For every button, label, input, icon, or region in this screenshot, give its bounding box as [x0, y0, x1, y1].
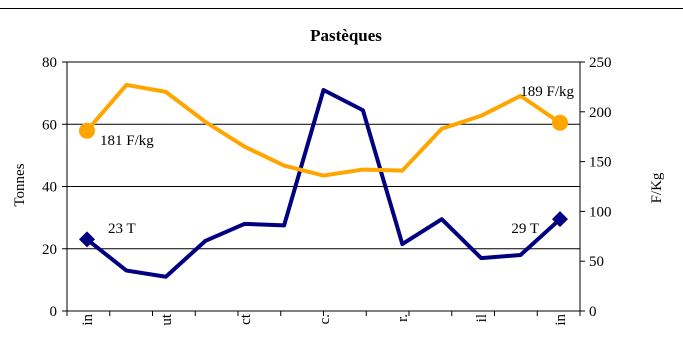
price-marker-12: [552, 114, 568, 131]
price-line: [85, 82, 562, 178]
y-tick-label-80: 80: [42, 55, 57, 71]
y-tick-label-20: 20: [42, 242, 57, 258]
annotation-1: 189 F/kg: [520, 84, 574, 100]
annotation-2: 23 T: [108, 221, 136, 237]
x-tick-label-2: ct: [238, 313, 254, 325]
y2-tick-label-250: 250: [589, 55, 612, 71]
y-tick-label-40: 40: [42, 180, 57, 196]
y2-tick-label-200: 200: [589, 105, 612, 121]
left-axis: 0 20 40 60 80: [42, 55, 67, 320]
gridlines: [67, 123, 580, 250]
annotation-0: 181 F/kg: [100, 133, 154, 149]
y2-tick-label-100: 100: [589, 204, 612, 220]
y-tick-label-60: 60: [42, 117, 57, 133]
tonnes-line: [85, 88, 562, 279]
y2-axis-title: F/Kg: [649, 172, 665, 203]
price-marker-0: [79, 122, 95, 139]
x-tick-label-5: il: [474, 314, 490, 322]
x-tick-label-0: in: [80, 314, 96, 326]
y2-tick-label-150: 150: [589, 155, 612, 171]
annotation-3: 29 T: [511, 221, 539, 237]
y-axis-title: Tonnes: [12, 163, 28, 206]
x-tick-label-1: ut: [159, 313, 175, 326]
x-axis: in ut ct c. r. il in: [66, 311, 581, 326]
y2-tick-label-50: 50: [589, 254, 604, 270]
tonnes-marker-0: [79, 231, 95, 248]
tonnes-marker-12: [552, 211, 568, 228]
x-tick-label-4: r.: [395, 314, 411, 322]
y-tick-label-0: 0: [50, 304, 58, 320]
x-tick-label-3: c.: [317, 314, 333, 324]
annotations: 181 F/kg 189 F/kg 23 T 29 T: [100, 84, 574, 237]
y2-tick-label-0: 0: [589, 304, 597, 320]
series-group: [79, 82, 568, 279]
right-axis: 0 50 100 150 200 250: [580, 55, 612, 320]
chart-title: Pastèques: [310, 26, 382, 45]
x-tick-label-6: in: [553, 314, 569, 326]
